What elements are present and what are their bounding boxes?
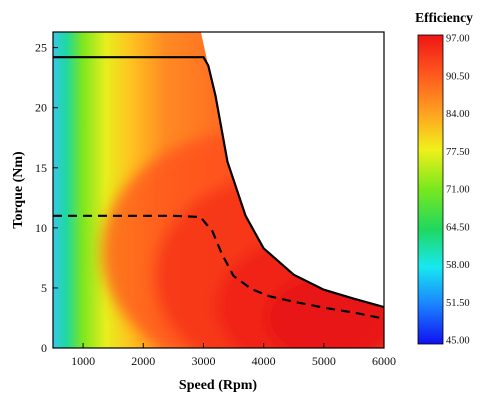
y-tick-label: 10: [35, 221, 47, 235]
x-axis: 1000 2000 3000 4000 5000 6000: [71, 343, 396, 368]
colorbar-tick-label: 58.00: [446, 260, 470, 271]
colorbar-tick-label: 97.00: [446, 34, 470, 45]
colorbar: Efficiency 97.00 90.50 84.00 77.50 71.00 64.5…: [415, 10, 473, 347]
y-tick-label: 5: [41, 281, 47, 295]
x-tick-label: 4000: [252, 354, 276, 368]
colorbar-tick-label: 51.50: [446, 298, 470, 309]
colorbar-title: Efficiency: [415, 10, 473, 25]
colorbar-tick-label: 45.00: [446, 336, 470, 347]
y-tick-label: 15: [35, 161, 47, 175]
torque-curves: [53, 56, 384, 320]
colorbar-tick-label: 77.50: [446, 147, 470, 158]
x-tick-label: 2000: [131, 354, 155, 368]
colorbar-tick-label: 84.00: [446, 109, 470, 120]
colorbar-frame: [417, 34, 444, 345]
max-torque-curve: [53, 56, 384, 309]
colorbar-tick-label: 90.50: [446, 71, 470, 82]
y-axis-title: Torque (Nm): [11, 151, 26, 229]
colorbar-tick-label: 71.00: [446, 185, 470, 196]
rated-torque-curve: [53, 214, 384, 320]
x-axis-title: Speed (Rpm): [179, 378, 258, 393]
efficiency-heatmap: [53, 32, 384, 348]
colorbar-tick-label: 64.50: [446, 222, 470, 233]
colorbar-gradient: [418, 35, 443, 344]
x-tick-label: 5000: [312, 354, 336, 368]
x-tick-label: 6000: [372, 354, 396, 368]
plot-frame: [52, 31, 385, 349]
x-tick-label: 3000: [191, 354, 215, 368]
x-tick-label: 1000: [71, 354, 95, 368]
y-tick-label: 20: [35, 101, 47, 115]
y-axis: 0 5 10 15 20 25: [35, 41, 58, 355]
y-tick-label: 0: [41, 341, 47, 355]
y-tick-label: 25: [35, 41, 47, 55]
